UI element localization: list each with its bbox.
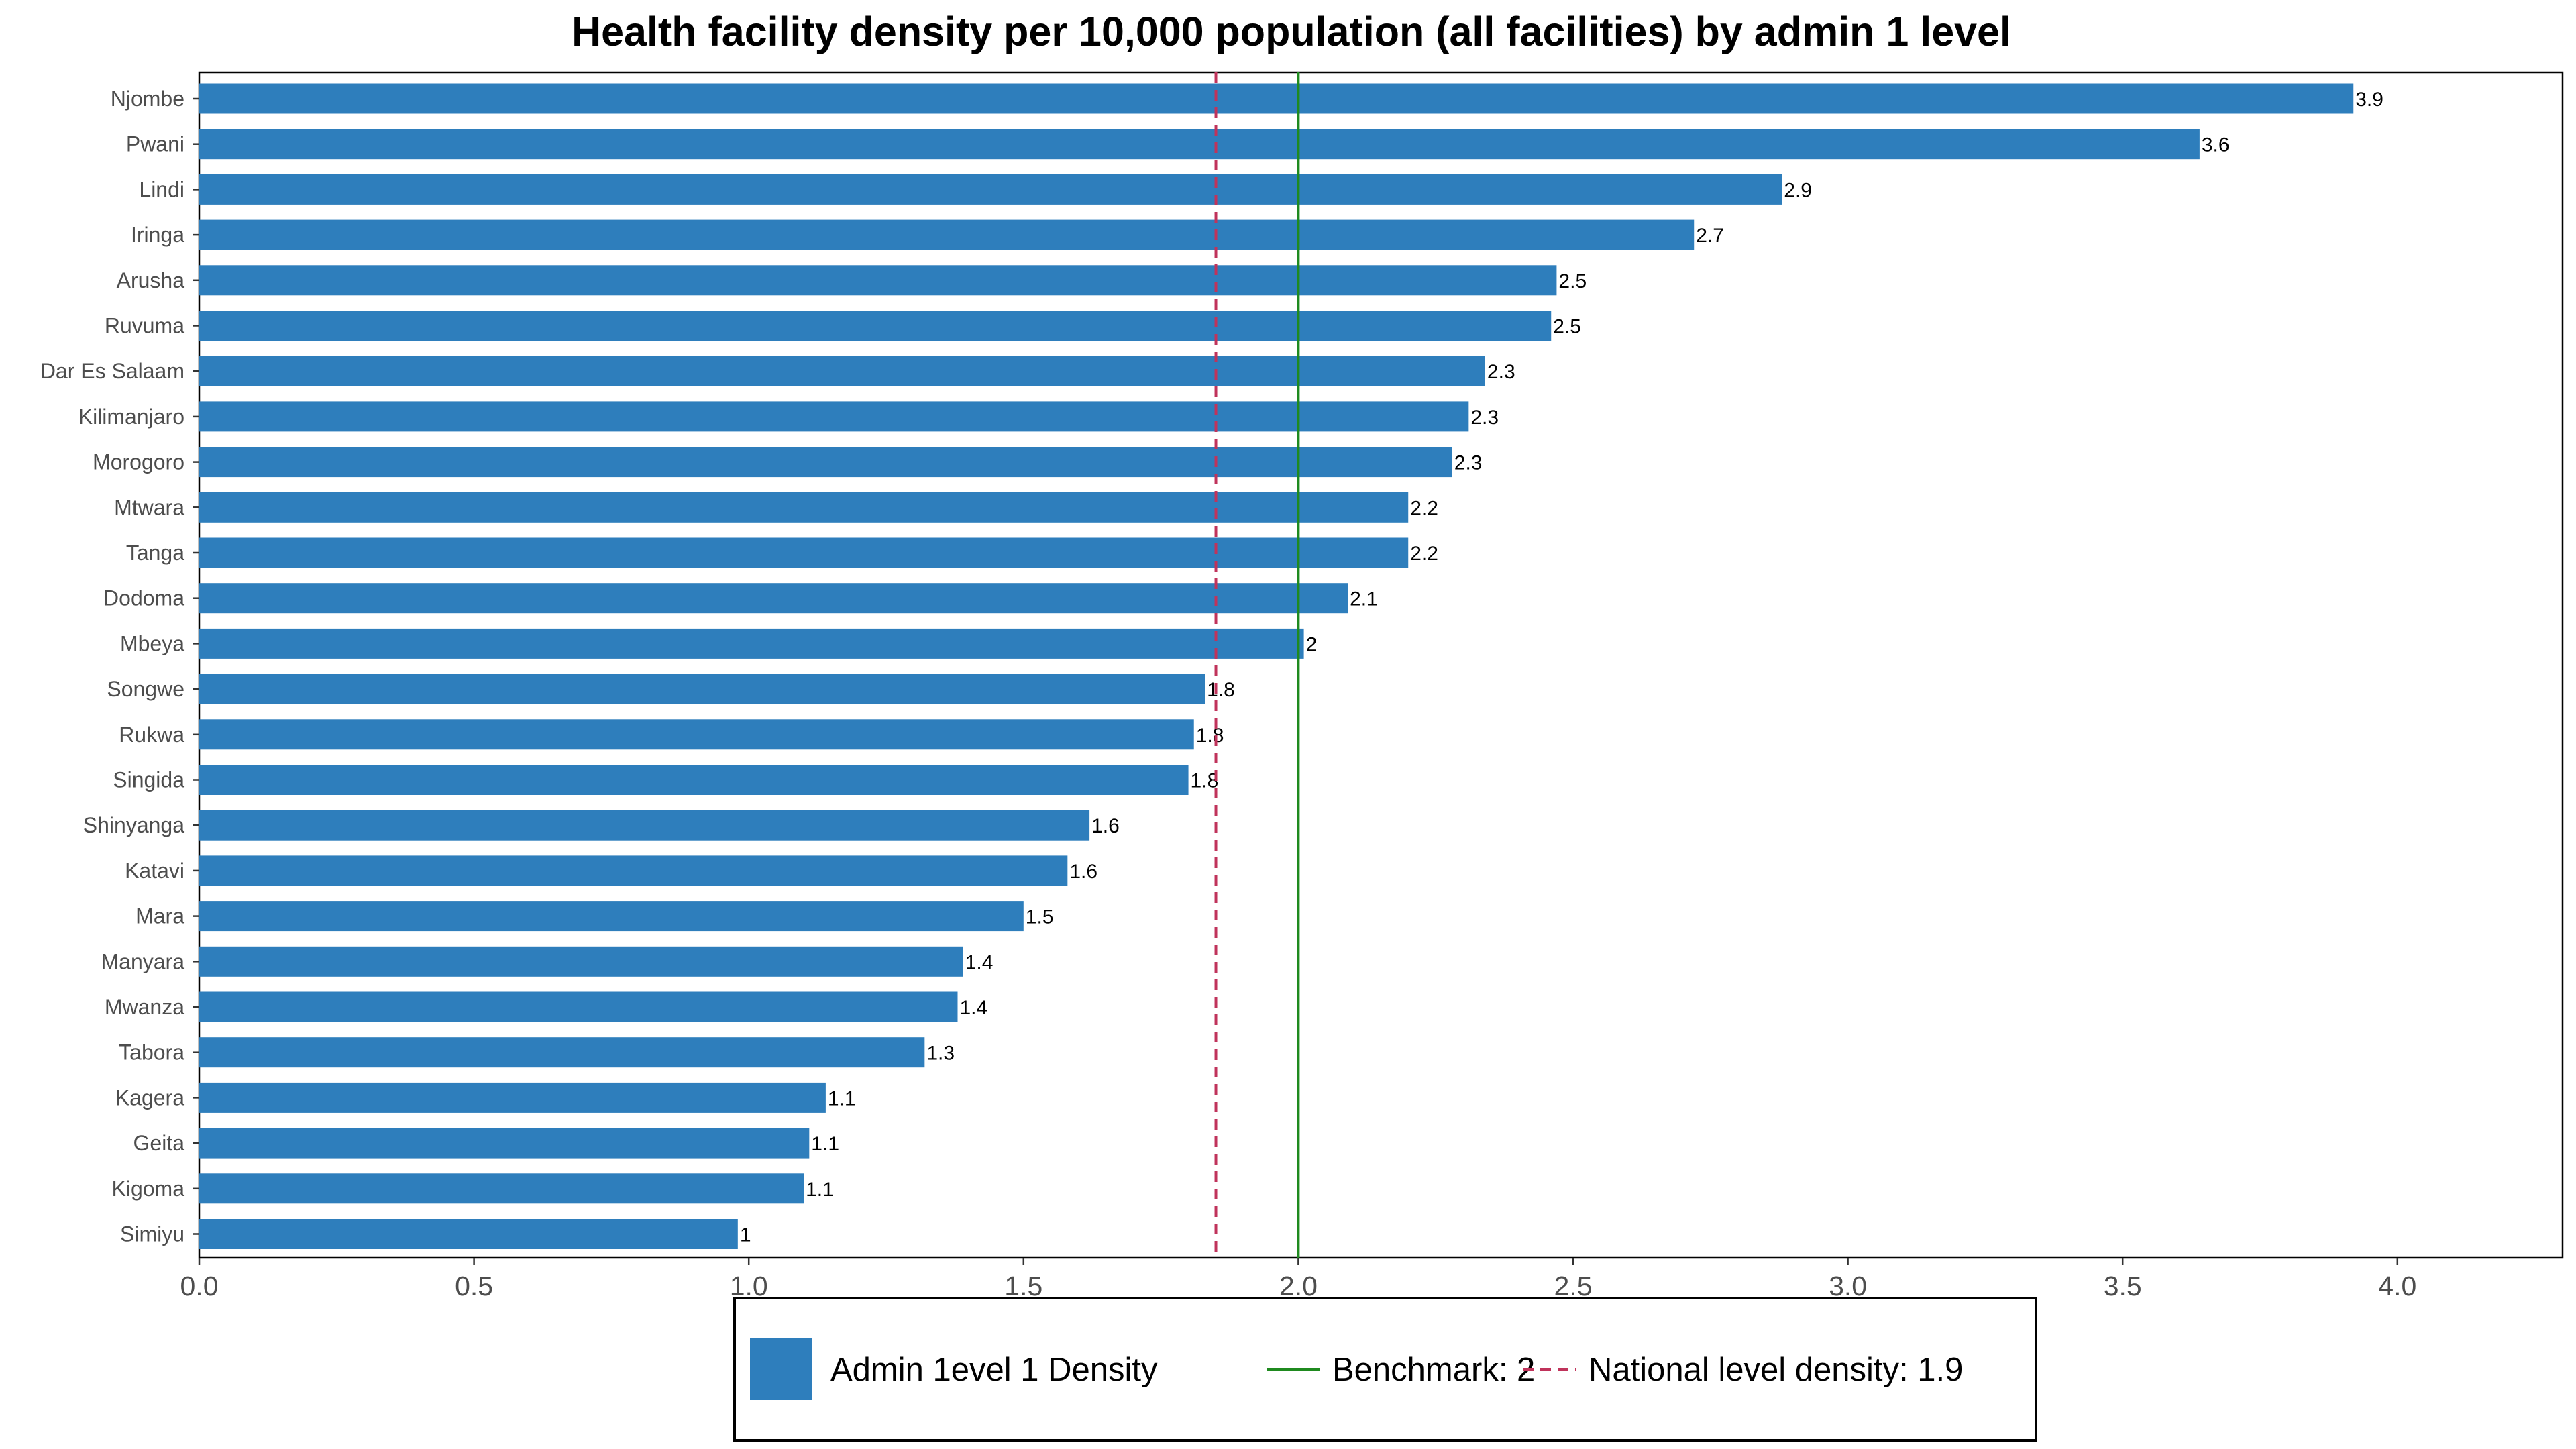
data-label: 2.3	[1454, 452, 1483, 474]
legend-label: Benchmark: 2	[1332, 1352, 1535, 1388]
data-label: 1	[740, 1224, 751, 1246]
bar-rukwa	[199, 719, 1194, 750]
x-tick-label: 1.5	[1004, 1271, 1042, 1301]
category-label: Dar Es Salaam	[40, 359, 184, 383]
data-label: 1.1	[828, 1087, 856, 1110]
category-label: Simiyu	[120, 1222, 184, 1246]
chart-title: Health facility density per 10,000 popul…	[572, 9, 2011, 54]
bar-kilimanjaro	[199, 401, 1469, 432]
category-label: Geita	[133, 1131, 185, 1155]
data-label: 2	[1306, 633, 1318, 655]
data-label: 2.3	[1487, 361, 1515, 383]
category-label: Iringa	[131, 223, 184, 247]
bar-iringa	[199, 219, 1695, 250]
data-label: 1.4	[965, 951, 994, 973]
data-label: 2.2	[1410, 543, 1438, 565]
category-label: Tanga	[126, 541, 184, 565]
bar-mara	[199, 901, 1024, 932]
bar-mwanza	[199, 991, 958, 1022]
data-label: 2.1	[1350, 588, 1378, 610]
x-tick-label: 2.5	[1554, 1271, 1593, 1301]
data-label: 1.1	[806, 1179, 834, 1201]
bar-kagera	[199, 1082, 826, 1113]
category-label: Ruvuma	[105, 314, 184, 338]
category-label: Rukwa	[119, 722, 184, 747]
x-tick-label: 3.5	[2104, 1271, 2142, 1301]
plot-area: Njombe 3.9 Pwani 3.6 Lindi 2.9 Iringa 2.7 Arusha…	[40, 71, 2564, 1301]
bar-kigoma	[199, 1173, 804, 1204]
bar-songwe	[199, 674, 1205, 704]
data-label: 1.6	[1091, 815, 1120, 837]
bar-manyara	[199, 946, 963, 977]
data-label: 1.8	[1191, 770, 1219, 792]
category-label: Kagera	[115, 1085, 184, 1110]
category-label: Pwani	[126, 132, 184, 156]
category-label: Dodoma	[103, 586, 184, 610]
category-label: Njombe	[111, 87, 184, 111]
category-label: Mbeya	[120, 631, 184, 655]
bar-katavi	[199, 855, 1068, 886]
bar-dodoma	[199, 583, 1348, 614]
legend-key-density	[750, 1338, 812, 1400]
data-label: 3.6	[2202, 134, 2230, 156]
legend-box	[733, 1297, 2037, 1442]
data-label: 2.5	[1558, 270, 1587, 292]
bar-mbeya	[199, 628, 1304, 659]
data-label: 1.5	[1026, 906, 1054, 928]
x-tick-label: 2.0	[1279, 1271, 1318, 1301]
legend: Admin 1evel 1 Density Benchmark: 2 Nationa…	[733, 1297, 2037, 1442]
bar-tanga	[199, 537, 1409, 568]
x-tick-label: 0.5	[455, 1271, 493, 1301]
data-label: 2.9	[1784, 179, 1812, 201]
data-label: 2.2	[1410, 497, 1438, 519]
data-label: 1.3	[926, 1042, 955, 1065]
category-label: Manyara	[101, 949, 185, 973]
x-tick-label: 0.0	[180, 1271, 219, 1301]
bar-mtwara	[199, 492, 1409, 523]
category-label: Morogoro	[93, 450, 184, 474]
category-label: Lindi	[139, 177, 184, 201]
data-label: 1.6	[1069, 861, 1097, 883]
category-label: Kilimanjaro	[78, 405, 184, 429]
category-label: Mara	[136, 904, 184, 928]
bar-ruvuma	[199, 311, 1552, 341]
data-label: 3.9	[2355, 89, 2383, 111]
data-label: 2.7	[1696, 225, 1724, 247]
plot-border	[198, 71, 2564, 1259]
data-label: 1.1	[811, 1133, 839, 1155]
x-tick-label: 3.0	[1829, 1271, 1867, 1301]
category-label: Singida	[113, 768, 184, 792]
x-tick-label: 4.0	[2378, 1271, 2416, 1301]
category-label: Tabora	[119, 1040, 184, 1065]
bar-singida	[199, 765, 1189, 795]
data-label: 1.8	[1207, 679, 1235, 701]
data-label: 2.3	[1470, 407, 1499, 429]
data-label: 2.5	[1553, 316, 1581, 338]
category-label: Kigoma	[112, 1177, 185, 1201]
category-label: Mtwara	[114, 495, 184, 519]
data-label: 1.8	[1196, 724, 1224, 747]
bar-tabora	[199, 1037, 925, 1068]
bar-dar-es-salaam	[199, 356, 1485, 386]
category-label: Katavi	[125, 859, 184, 883]
legend-label: Admin 1evel 1 Density	[830, 1352, 1158, 1388]
category-label: Songwe	[107, 677, 184, 701]
data-label: 1.4	[959, 997, 987, 1019]
bar-arusha	[199, 265, 1557, 296]
x-tick-label: 1.0	[730, 1271, 768, 1301]
category-label: Arusha	[117, 268, 185, 292]
category-label: Shinyanga	[83, 813, 184, 837]
bar-pwani	[199, 129, 2200, 160]
bar-shinyanga	[199, 810, 1090, 841]
bar-geita	[199, 1128, 810, 1159]
bar-lindi	[199, 174, 1782, 205]
legend-label: National level density: 1.9	[1589, 1352, 1963, 1388]
bar-simiyu	[199, 1219, 738, 1249]
bar-morogoro	[199, 447, 1452, 478]
category-label: Mwanza	[105, 995, 184, 1019]
bar-njombe	[199, 83, 2354, 114]
